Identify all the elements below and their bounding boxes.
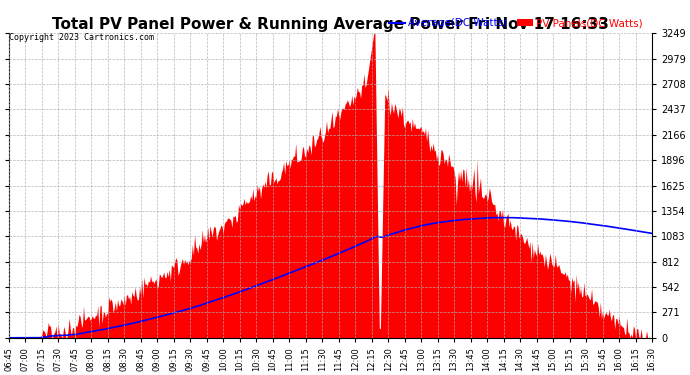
Title: Total PV Panel Power & Running Average Power Fri Nov 17 16:33: Total PV Panel Power & Running Average P… (52, 17, 609, 32)
Legend: Average(DC Watts), PV Panels(DC Watts): Average(DC Watts), PV Panels(DC Watts) (385, 14, 647, 33)
Text: Copyright 2023 Cartronics.com: Copyright 2023 Cartronics.com (9, 33, 154, 42)
